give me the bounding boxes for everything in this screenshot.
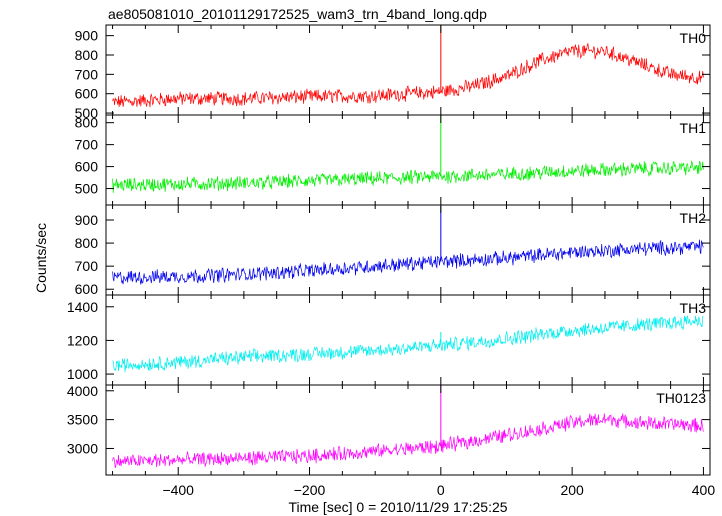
series-line-th0123 [112, 413, 704, 469]
panel-frame [105, 384, 711, 476]
y-tick-label: 900 [75, 212, 99, 228]
x-tick-label: −200 [294, 482, 326, 498]
x-axis-label: Time [sec] 0 = 2010/11/29 17:25:25 [288, 499, 507, 515]
panel-th3: 1000 1200 1400 TH3 [67, 294, 711, 386]
y-tick-label: 600 [75, 159, 99, 175]
y-tick-label: 500 [75, 105, 99, 121]
chart-title: ae805081010_20101129172525_wam3_trn_4ban… [108, 6, 487, 22]
panels: 500 600 700 800 900 TH0 500 600 700 800 TH1 600 700 8… [67, 24, 715, 498]
x-tick-label: 0 [437, 482, 445, 498]
y-tick-label: 4000 [67, 383, 98, 399]
y-tick-label: 700 [75, 137, 99, 153]
y-tick-label: 600 [75, 281, 99, 297]
series-line-th3 [112, 315, 704, 373]
panel-th0123: 3000 3500 4000 TH0123 [67, 383, 711, 476]
panel-frame [105, 294, 711, 386]
y-tick-label: 1000 [67, 366, 98, 382]
y-tick-label: 600 [75, 86, 99, 102]
x-tick-label: 400 [692, 482, 716, 498]
panel-th2: 600 700 800 900 TH2 [75, 204, 711, 297]
x-tick-label: −400 [162, 482, 194, 498]
panel-label: TH0123 [656, 390, 706, 406]
panel-frame [105, 114, 711, 206]
panel-label: TH2 [680, 210, 707, 226]
y-tick-label: 700 [75, 66, 99, 82]
panel-label: TH3 [680, 300, 707, 316]
series-line-th1 [112, 160, 704, 193]
y-tick-label: 3000 [67, 440, 98, 456]
panel-label: TH1 [680, 120, 707, 136]
y-tick-label: 700 [75, 258, 99, 274]
y-tick-label: 1200 [67, 332, 98, 348]
y-tick-label: 500 [75, 181, 99, 197]
panel-th1: 500 600 700 800 TH1 [75, 114, 711, 206]
y-tick-label: 800 [75, 47, 99, 63]
panel-th0: 500 600 700 800 900 TH0 [75, 24, 711, 121]
x-tick-label: 200 [560, 482, 584, 498]
panel-frame [105, 24, 711, 116]
y-tick-label: 900 [75, 28, 99, 44]
panel-frame [105, 204, 711, 296]
y-tick-label: 1400 [67, 299, 98, 315]
series-line-th2 [112, 239, 704, 285]
y-tick-label: 800 [75, 115, 99, 131]
y-axis-label: Counts/sec [33, 223, 49, 293]
panel-label: TH0 [680, 30, 707, 46]
y-tick-label: 800 [75, 235, 99, 251]
y-tick-label: 3500 [67, 412, 98, 428]
series-line-th0 [112, 42, 704, 108]
